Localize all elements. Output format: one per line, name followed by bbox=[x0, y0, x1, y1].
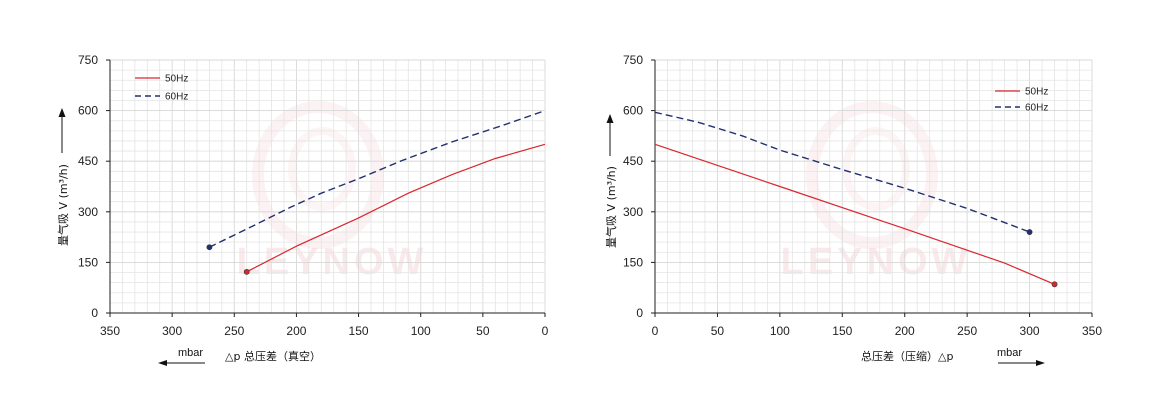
x-tick-label: 300 bbox=[1020, 324, 1040, 338]
chart-vacuum: LEYNOW 350 300 250 200 150 100 50 0 0 150 300 450 600… bbox=[56, 53, 549, 366]
x-axis-arrow-head bbox=[1036, 360, 1045, 366]
x-tick-label: 300 bbox=[162, 324, 182, 338]
grid bbox=[109, 59, 546, 314]
x-tick-label: 350 bbox=[100, 324, 120, 338]
x-tick-label: 200 bbox=[286, 324, 306, 338]
x-tick-label: 0 bbox=[652, 324, 659, 338]
series-end-point-60hz bbox=[206, 244, 213, 251]
y-axis-title: 量气吸 V (m³/h) bbox=[56, 164, 70, 246]
x-tick-label: 100 bbox=[411, 324, 431, 338]
x-tick-label: 250 bbox=[224, 324, 244, 338]
watermark-ring-inner bbox=[288, 127, 356, 211]
y-tick-label: 300 bbox=[623, 205, 643, 219]
watermark-ring bbox=[806, 101, 938, 249]
series-end-point-50hz bbox=[1051, 281, 1058, 288]
chart-pressure: LEYNOW 0 50 100 150 200 250 300 350 0 150 300 450 600… bbox=[604, 53, 1102, 366]
x-tick-label: 350 bbox=[1082, 324, 1102, 338]
y-tick-label: 150 bbox=[623, 255, 643, 269]
y-tick-label: 150 bbox=[78, 255, 98, 269]
x-axis-unit: mbar bbox=[997, 347, 1022, 359]
x-tick-label: 150 bbox=[832, 324, 852, 338]
y-tick-label: 300 bbox=[78, 205, 98, 219]
y-tick-label: 0 bbox=[91, 306, 98, 320]
x-axis-unit: mbar bbox=[178, 347, 203, 359]
x-tick-label: 50 bbox=[476, 324, 490, 338]
y-tick-label: 450 bbox=[78, 154, 98, 168]
legend: 50Hz 60Hz bbox=[135, 74, 188, 103]
x-tick-label: 0 bbox=[542, 324, 549, 338]
legend-label-50hz: 50Hz bbox=[1025, 87, 1048, 98]
watermark-logo: LEYNOW bbox=[237, 101, 423, 283]
x-axis-arrow-head bbox=[158, 360, 167, 366]
legend: 50Hz 60Hz bbox=[995, 87, 1048, 114]
legend-label-50hz: 50Hz bbox=[165, 74, 188, 85]
y-axis-title: 量气吸 V (m³/h) bbox=[604, 166, 618, 248]
x-tick-label: 100 bbox=[770, 324, 790, 338]
watermark-ring bbox=[252, 101, 384, 249]
y-tick-label: 0 bbox=[636, 306, 643, 320]
series-line-50hz bbox=[654, 143, 1055, 285]
y-tick-label: 600 bbox=[78, 104, 98, 118]
legend-label-60hz: 60Hz bbox=[1025, 103, 1048, 114]
y-tick-label: 450 bbox=[623, 154, 643, 168]
x-tick-label: 150 bbox=[349, 324, 369, 338]
y-tick-label: 750 bbox=[78, 53, 98, 67]
x-tick-label: 250 bbox=[957, 324, 977, 338]
series-end-point-60hz bbox=[1026, 229, 1033, 235]
y-axis-arrow-head bbox=[606, 114, 614, 123]
legend-label-60hz: 60Hz bbox=[165, 92, 188, 103]
y-tick-label: 600 bbox=[623, 104, 643, 118]
x-axis-title: 总压差（压缩）△p bbox=[861, 349, 953, 363]
y-tick-label: 750 bbox=[623, 53, 643, 67]
y-axis-arrow-head bbox=[58, 108, 66, 117]
series-line-60hz bbox=[209, 109, 546, 248]
x-tick-label: 50 bbox=[711, 324, 725, 338]
x-axis-title: △p 总压差（真空） bbox=[225, 349, 321, 363]
series-end-point-50hz bbox=[243, 268, 250, 275]
watermark-logo: LEYNOW bbox=[781, 101, 967, 283]
x-tick-label: 200 bbox=[895, 324, 915, 338]
series-line-50hz bbox=[246, 143, 546, 273]
